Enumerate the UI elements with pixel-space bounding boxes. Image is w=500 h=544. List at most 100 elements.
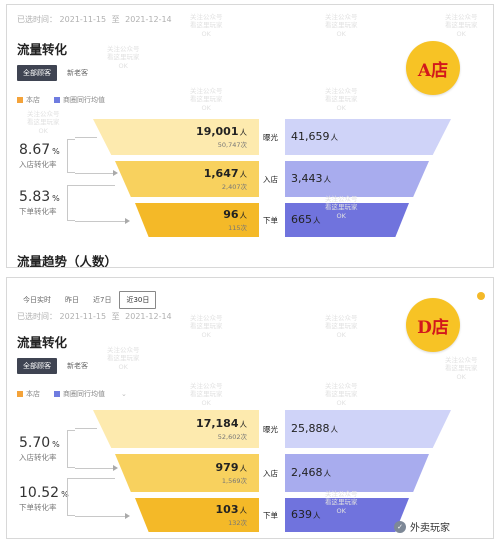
panel-store-a: 已选时间： 2021-11-15 至 2021-12-14 流量转化 全部顾客 … (6, 4, 494, 268)
rate-enter: 5.70% 入店转化率 (19, 432, 60, 463)
arrow-right-icon (113, 170, 118, 176)
rate-enter-label: 入店转化率 (19, 453, 57, 462)
date-to: 至 (111, 15, 120, 24)
store-enter-times: 2,407次 (221, 183, 247, 191)
date-to: 至 (111, 312, 120, 321)
legend-peer-swatch (54, 97, 60, 103)
account-logo-text: 外卖玩家 (410, 523, 450, 534)
funnel-peer-exposure[interactable] (285, 410, 451, 448)
stage-enter-label: 入店 (263, 175, 278, 184)
rate-order-label: 下单转化率 (19, 207, 57, 216)
unit-people: 人 (330, 425, 339, 434)
funnel-store-enter[interactable] (115, 161, 259, 197)
rate-order-unit: % (61, 490, 69, 499)
connector-enter (67, 430, 75, 468)
account-logo: ✓ 外卖玩家 (394, 519, 450, 534)
rate-enter-value: 5.70 (19, 435, 51, 451)
rate-enter-value: 8.67 (19, 142, 51, 158)
peer-enter-value: 3,443人 (291, 172, 331, 185)
legend-peer[interactable]: 商圈同行均值 (54, 95, 105, 105)
section-title-conversion: 流量转化 (17, 335, 68, 350)
date-range: 已选时间： 2021-11-15 至 2021-12-14 (17, 14, 172, 25)
date-end: 2021-12-14 (125, 312, 172, 321)
rate-enter-label: 入店转化率 (19, 160, 57, 169)
funnel-store-exposure[interactable] (93, 410, 259, 448)
filter-all-customers-button[interactable]: 全部顾客 (17, 358, 57, 374)
tab-30-days[interactable]: 近30日 (119, 291, 157, 309)
store-order-values: 96人 115次 (223, 208, 247, 232)
rate-enter-unit: % (52, 147, 60, 156)
funnel-store-enter[interactable] (115, 454, 259, 492)
peer-enter-people: 3,443 (291, 172, 323, 185)
store-exposure-values: 19,001人 50,747次 (196, 125, 247, 149)
stage-order-label: 下单 (263, 216, 278, 225)
funnel-peer-enter[interactable] (285, 454, 429, 492)
watermark: 关注公众号 看这里玩家 OK (107, 45, 140, 70)
legend: 本店 商圈同行均值 (17, 95, 119, 105)
funnel-store-exposure[interactable] (93, 119, 259, 155)
date-range-label: 已选时间： (17, 15, 57, 24)
filter-all-customers-button[interactable]: 全部顾客 (17, 65, 57, 81)
customer-filter: 全部顾客 新老客 (17, 358, 94, 374)
funnel-peer-order[interactable] (285, 203, 409, 237)
connector-order-bottom (75, 516, 127, 517)
legend-store[interactable]: 本店 (17, 95, 40, 105)
legend-peer-label: 商圈同行均值 (63, 96, 105, 104)
filter-new-old-button[interactable]: 新老客 (61, 358, 94, 374)
store-exposure-times: 50,747次 (217, 141, 247, 149)
connector-order (67, 185, 75, 221)
store-enter-people: 979 (215, 461, 239, 474)
unit-people: 人 (239, 464, 248, 473)
connector-order-bottom (75, 221, 127, 222)
filter-new-old-button[interactable]: 新老客 (61, 65, 94, 81)
watermark: 关注公众号 看这里玩家 OK (190, 13, 223, 38)
connector-enter-bottom (75, 173, 115, 174)
watermark: 关注公众号 看这里玩家 OK (190, 382, 223, 407)
unit-people: 人 (239, 170, 248, 179)
date-start: 2021-11-15 (59, 15, 107, 24)
funnel-store-order[interactable] (135, 498, 259, 532)
rate-order-unit: % (52, 194, 60, 203)
connector-enter (67, 139, 75, 173)
peer-exposure-people: 25,888 (291, 422, 330, 435)
date-range-label: 已选时间： (17, 312, 57, 321)
arrow-right-icon (125, 513, 130, 519)
connector-enter-top (75, 137, 97, 138)
rate-enter-unit: % (52, 440, 60, 449)
unit-people: 人 (239, 420, 248, 429)
store-exposure-times: 52,602次 (217, 433, 247, 441)
rate-order-label: 下单转化率 (19, 503, 57, 512)
stage-exposure-label: 曝光 (263, 133, 278, 142)
tab-realtime[interactable]: 今日实时 (23, 296, 51, 304)
watermark: 关注公众号 看这里玩家 OK (325, 13, 358, 38)
store-badge: D店 (406, 298, 460, 352)
chevron-down-icon[interactable]: ⌄ (121, 390, 127, 398)
funnel-peer-enter[interactable] (285, 161, 429, 197)
tab-7-days[interactable]: 近7日 (93, 296, 112, 304)
connector-enter-bottom (75, 468, 115, 469)
arrow-right-icon (125, 218, 130, 224)
store-enter-values: 979人 1,569次 (216, 461, 247, 485)
legend-store[interactable]: 本店 (17, 389, 40, 399)
legend-store-swatch (17, 97, 23, 103)
connector-order-top (75, 185, 115, 186)
watermark: 关注公众号 看这里玩家 OK (190, 314, 223, 339)
watermark: 关注公众号 看这里玩家 OK (325, 314, 358, 339)
time-range-tabs: 今日实时 昨日 近7日 近30日 (17, 291, 157, 309)
store-enter-times: 1,569次 (221, 477, 247, 485)
date-start: 2021-11-15 (59, 312, 107, 321)
store-badge-label: A店 (417, 60, 449, 81)
stage-order-label: 下单 (263, 511, 278, 520)
unit-people: 人 (313, 216, 321, 225)
unit-people: 人 (323, 469, 332, 478)
tab-yesterday[interactable]: 昨日 (65, 296, 79, 304)
funnel-peer-exposure[interactable] (285, 119, 451, 155)
store-enter-values: 1,647人 2,407次 (204, 167, 247, 191)
legend-store-swatch (17, 391, 23, 397)
funnel-store-order[interactable] (135, 203, 259, 237)
peer-order-people: 665 (291, 213, 312, 226)
funnel-peer-order[interactable] (285, 498, 409, 532)
section-title-conversion: 流量转化 (17, 42, 68, 57)
store-order-people: 96 (223, 208, 239, 221)
legend-peer[interactable]: 商圈同行均值 ⌄ (54, 389, 127, 399)
